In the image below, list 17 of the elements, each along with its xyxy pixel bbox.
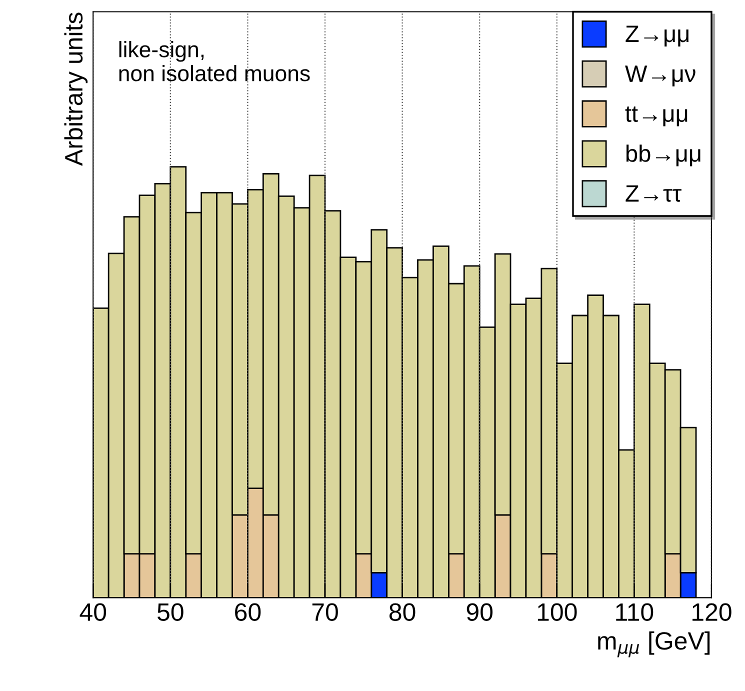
- legend-label: W→μν: [625, 66, 696, 86]
- x-tick-label: 110: [616, 603, 654, 621]
- legend-label: bb→μμ: [626, 144, 700, 166]
- text: like-sign, non isolated muons: [119, 41, 310, 82]
- legend-label: Z→μμ: [626, 26, 688, 46]
- x-tick-label: 80: [389, 603, 416, 621]
- x-tick-label: 70: [312, 603, 338, 621]
- legend-label: tt→μμ: [625, 106, 688, 126]
- x-tick-label: 60: [235, 603, 261, 621]
- x-tick-label: 100: [538, 603, 577, 621]
- x-tick-label: 50: [158, 603, 184, 621]
- legend-label: Z→ττ: [626, 185, 682, 202]
- x-tick-label: 120: [692, 603, 732, 621]
- x-axis-title: m$_{μμ}$ [GeV]: [598, 631, 710, 658]
- x-tick-label: 40: [80, 603, 106, 621]
- x-tick-label: 90: [466, 603, 493, 621]
- y-axis-title: Arbitrary units: [64, 12, 88, 166]
